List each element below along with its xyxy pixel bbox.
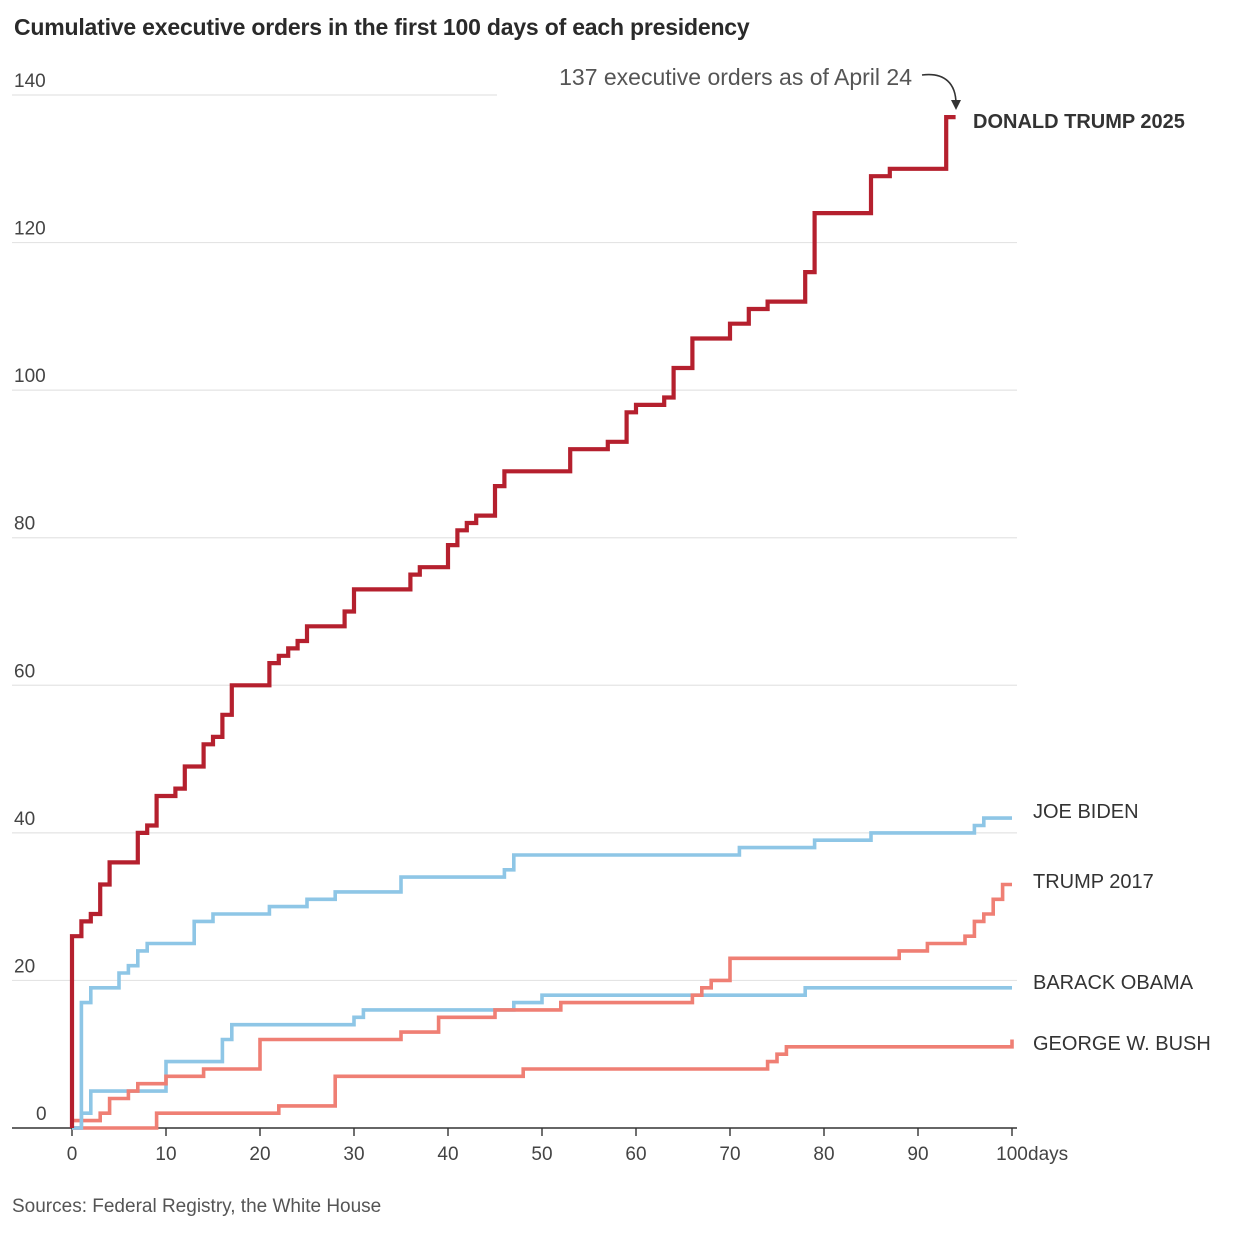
series-label-donald-trump-2025: DONALD TRUMP 2025: [973, 111, 1185, 133]
annotation-arrow: [921, 73, 957, 105]
x-axis-unit-label: days: [1028, 1144, 1068, 1165]
y-axis-ticks: 0 20 40 60 80 100 120 140: [14, 71, 47, 1125]
series-line-george-w-bush: [72, 1039, 1014, 1130]
series-label-barack-obama: BARACK OBAMA: [1033, 972, 1194, 994]
series-group: [69, 115, 1014, 1130]
series-label-george-w-bush: GEORGE W. BUSH: [1033, 1033, 1211, 1055]
x-axis: 0 10 20 30 40 50 60 70 80 90 100 days: [12, 1127, 1068, 1165]
series-line-joe-biden: [72, 816, 1012, 1130]
series-label-joe-biden: JOE BIDEN: [1033, 801, 1139, 823]
x-tick-label: 60: [625, 1144, 646, 1165]
x-tick-label: 0: [67, 1144, 78, 1165]
chart-title: Cumulative executive orders in the first…: [14, 14, 750, 40]
series-line-donald-trump-2025: [69, 115, 956, 1128]
x-tick-label: 80: [813, 1144, 834, 1165]
annotation-group: 137 executive orders as of April 24: [559, 64, 961, 110]
annotation-arrowhead: [951, 100, 961, 110]
series-labels: BARACK OBAMA GEORGE W. BUSH TRUMP 2017 JOE …: [973, 111, 1211, 1055]
x-tick-label: 50: [531, 1144, 552, 1165]
x-tick-label: 90: [907, 1144, 928, 1165]
x-tick-label: 70: [719, 1144, 740, 1165]
x-tick-label: 30: [343, 1144, 364, 1165]
x-tick-label: 20: [249, 1144, 270, 1165]
series-label-trump-2017: TRUMP 2017: [1033, 871, 1154, 893]
y-tick-label: 20: [14, 956, 35, 977]
y-tick-label: 80: [14, 514, 35, 535]
y-tick-label: 140: [14, 71, 46, 92]
series-line-barack-obama: [72, 986, 1012, 1130]
y-tick-label: 40: [14, 809, 35, 830]
y-tick-label: 0: [36, 1104, 47, 1125]
x-tick-label: 10: [155, 1144, 176, 1165]
source-note: Sources: Federal Registry, the White Hou…: [12, 1196, 382, 1217]
y-tick-label: 120: [14, 219, 46, 240]
gridlines: [12, 94, 1017, 982]
x-tick-label: 40: [437, 1144, 458, 1165]
y-tick-label: 100: [14, 366, 46, 387]
x-tick-label: 100: [996, 1144, 1028, 1165]
annotation-text: 137 executive orders as of April 24: [559, 64, 912, 90]
series-line-trump-2017: [70, 882, 1012, 1128]
y-tick-label: 60: [14, 661, 35, 682]
